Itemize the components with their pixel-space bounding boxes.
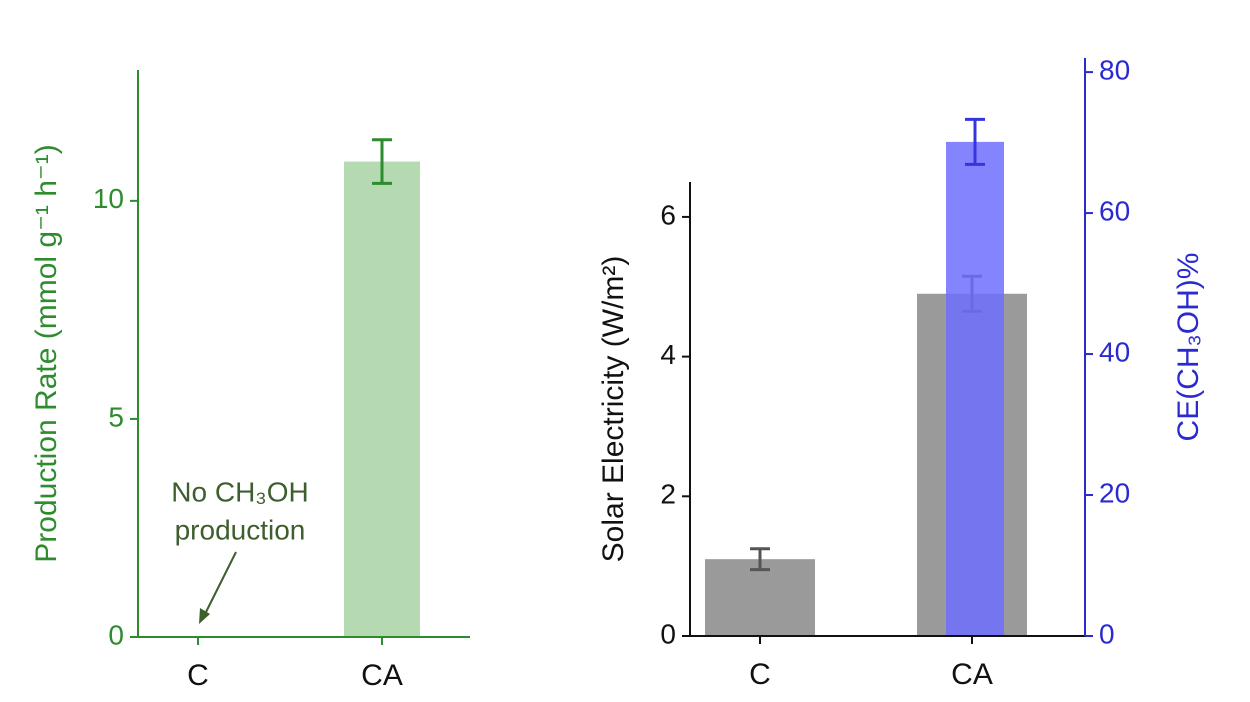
error-bar <box>965 117 985 166</box>
y2-tick-label: 20 <box>1099 477 1130 508</box>
error-bar <box>372 138 392 185</box>
y-axis-label: Production Rate (mmol g⁻¹ h⁻¹) <box>30 144 63 562</box>
bar <box>344 161 420 638</box>
bar <box>946 141 1004 636</box>
y2-tick-label: 0 <box>1099 618 1115 649</box>
y-tick-label: 5 <box>108 401 124 432</box>
error-bar <box>750 547 770 572</box>
bar <box>705 559 815 636</box>
y-tick-label: 10 <box>93 183 124 214</box>
y-tick-label: 0 <box>660 618 676 649</box>
x-tick-label: CA <box>361 659 403 692</box>
annotation: production <box>175 514 306 545</box>
y-tick-label: 6 <box>660 199 676 230</box>
y2-tick-label: 40 <box>1099 336 1130 367</box>
x-tick-label: C <box>187 659 209 692</box>
y-tick-label: 4 <box>660 339 676 370</box>
arrow-head <box>199 608 210 624</box>
y2-tick-label: 60 <box>1099 195 1130 226</box>
y-tick-label: 2 <box>660 479 676 510</box>
y-tick-label: 0 <box>108 619 124 650</box>
annotation-arrow <box>202 551 237 619</box>
y-axis-label: Solar Electricity (W/m²) <box>597 256 630 563</box>
x-tick-label: CA <box>951 658 993 691</box>
y2-tick-label: 80 <box>1099 54 1130 85</box>
y2-axis-label: CE(CH₃OH)% <box>1172 253 1205 442</box>
annotation: No CH₃OH <box>171 476 308 507</box>
x-tick-label: C <box>749 658 771 691</box>
